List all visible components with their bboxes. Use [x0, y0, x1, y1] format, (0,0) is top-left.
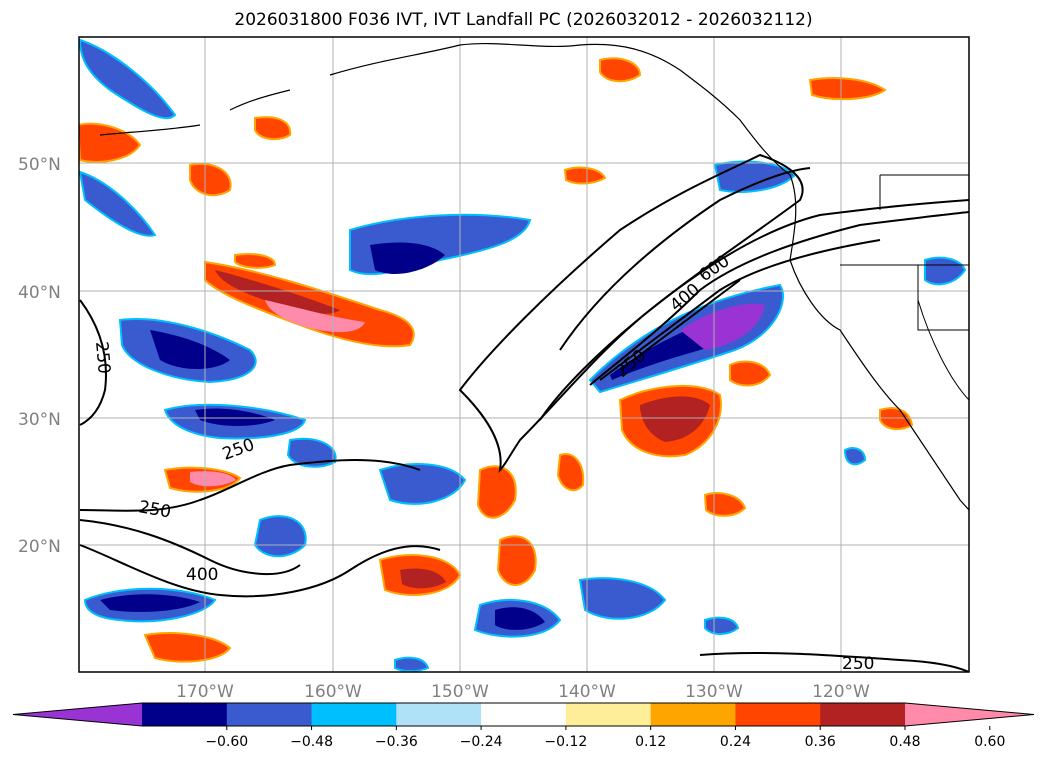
colorbar-tick-label: −0.12 — [544, 734, 587, 750]
contour-label: 250 — [842, 654, 874, 674]
lon-tick-label: 150°W — [431, 682, 489, 702]
colorbar-segment — [565, 703, 652, 726]
colorbar-segment — [311, 703, 397, 726]
lon-tick-label: 140°W — [558, 682, 616, 702]
map-area: 250 250 250 400 400 600 250 250 — [79, 37, 969, 674]
contour-label: 250 — [91, 341, 114, 375]
map-frame — [78, 36, 970, 673]
colorbar-segment — [650, 703, 736, 726]
colorbar-extend-low — [13, 703, 142, 726]
colorbar-extend-high — [905, 703, 1034, 726]
colorbar-tick-label: 0.60 — [974, 734, 1005, 750]
contour-label: 400 — [186, 565, 218, 585]
colorbar-segment — [142, 703, 228, 726]
colorbar-segment — [820, 703, 906, 726]
lat-tick-label: 30°N — [18, 410, 61, 430]
colorbar-segment — [226, 703, 313, 726]
colorbar-tick-label: −0.24 — [460, 734, 503, 750]
pc-shading — [79, 38, 967, 672]
colorbar-tick-label: −0.48 — [290, 734, 333, 750]
colorbar-segment — [396, 703, 482, 726]
ivt-contours — [79, 153, 969, 672]
contour-label: 250 — [220, 435, 257, 465]
colorbar-segment — [735, 703, 821, 726]
colorbar-tick-label: 0.48 — [889, 734, 920, 750]
lon-tick-label: 130°W — [685, 682, 743, 702]
lon-tick-label: 160°W — [304, 682, 362, 702]
colorbar-outline — [12, 702, 1035, 727]
colorbar-segment — [481, 703, 567, 726]
colorbar-tick-label: −0.36 — [375, 734, 418, 750]
contour-label: 250 — [137, 497, 172, 522]
lon-tick-label: 120°W — [812, 682, 870, 702]
colorbar-tick-label: 0.36 — [805, 734, 836, 750]
colorbar: −0.60 −0.48 −0.36 −0.24 −0.12 0.12 0.24 0.36 0.4… — [12, 702, 1035, 750]
coastlines — [99, 42, 969, 511]
gridlines — [79, 37, 969, 672]
lon-tick-label: 170°W — [176, 682, 234, 702]
colorbar-tick-label: 0.24 — [720, 734, 751, 750]
lat-tick-label: 40°N — [18, 283, 61, 303]
lat-tick-label: 50°N — [18, 155, 61, 175]
lon-tick-labels: 170°W 160°W 150°W 140°W 130°W 120°W — [176, 682, 870, 702]
colorbar-tick-label: 0.12 — [635, 734, 666, 750]
map-title: 2026031800 F036 IVT, IVT Landfall PC (20… — [234, 10, 813, 30]
colorbar-tick-label: −0.60 — [205, 734, 248, 750]
lat-tick-labels: 50°N 40°N 30°N 20°N — [18, 155, 61, 557]
lat-tick-label: 20°N — [18, 537, 61, 557]
